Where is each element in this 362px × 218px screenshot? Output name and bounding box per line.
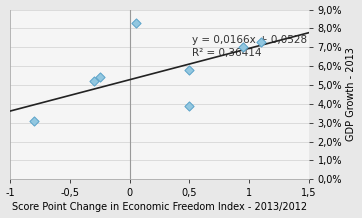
Point — [97, 76, 103, 79]
Point — [91, 79, 97, 83]
Point — [133, 21, 139, 24]
Point — [186, 104, 192, 107]
Text: y = 0,0166x + 0,0528
R² = 0,36414: y = 0,0166x + 0,0528 R² = 0,36414 — [192, 35, 307, 58]
Y-axis label: GDP Growth - 2013: GDP Growth - 2013 — [346, 48, 357, 141]
Point — [186, 68, 192, 72]
Point — [31, 119, 37, 123]
X-axis label: Score Point Change in Economic Freedom Index - 2013/2012: Score Point Change in Economic Freedom I… — [12, 203, 307, 213]
Point — [240, 46, 246, 49]
Point — [258, 40, 264, 43]
